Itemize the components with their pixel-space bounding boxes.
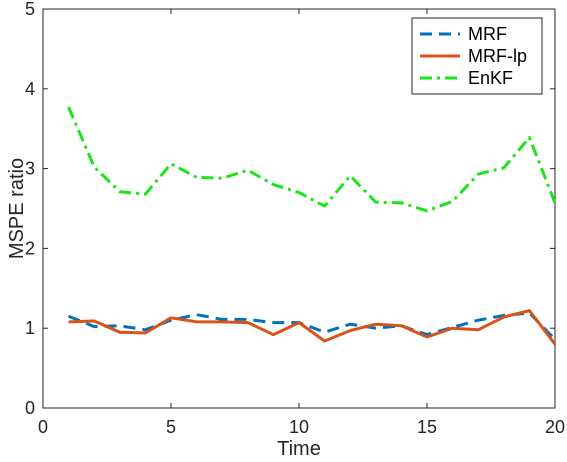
- y-tick-label: 2: [25, 238, 35, 258]
- series-line-2: [68, 309, 557, 346]
- axes: 0 5 10 15 20 0 1 2 3 4 5: [25, 0, 565, 437]
- y-tick-label: 5: [25, 0, 35, 19]
- series-layer: [67, 106, 557, 346]
- legend-label: MRF-lp: [468, 46, 527, 66]
- y-axis-title: MSPE ratio: [6, 158, 28, 259]
- x-tick-label: 0: [38, 417, 48, 437]
- y-tick-label: 0: [25, 398, 35, 418]
- x-axis-title: Time: [277, 438, 321, 460]
- x-tick-label: 10: [289, 417, 309, 437]
- series-line-3: [67, 106, 557, 213]
- legend-label: EnKF: [468, 68, 513, 88]
- x-tick-label: 15: [417, 417, 437, 437]
- y-tick-label: 4: [25, 79, 35, 99]
- y-tick-label: 3: [25, 159, 35, 179]
- y-tick-label: 1: [25, 318, 35, 338]
- series-line-1: [68, 311, 557, 341]
- legend-label: MRF: [468, 24, 507, 44]
- x-tick-label: 20: [545, 417, 565, 437]
- x-tick-label: 5: [166, 417, 176, 437]
